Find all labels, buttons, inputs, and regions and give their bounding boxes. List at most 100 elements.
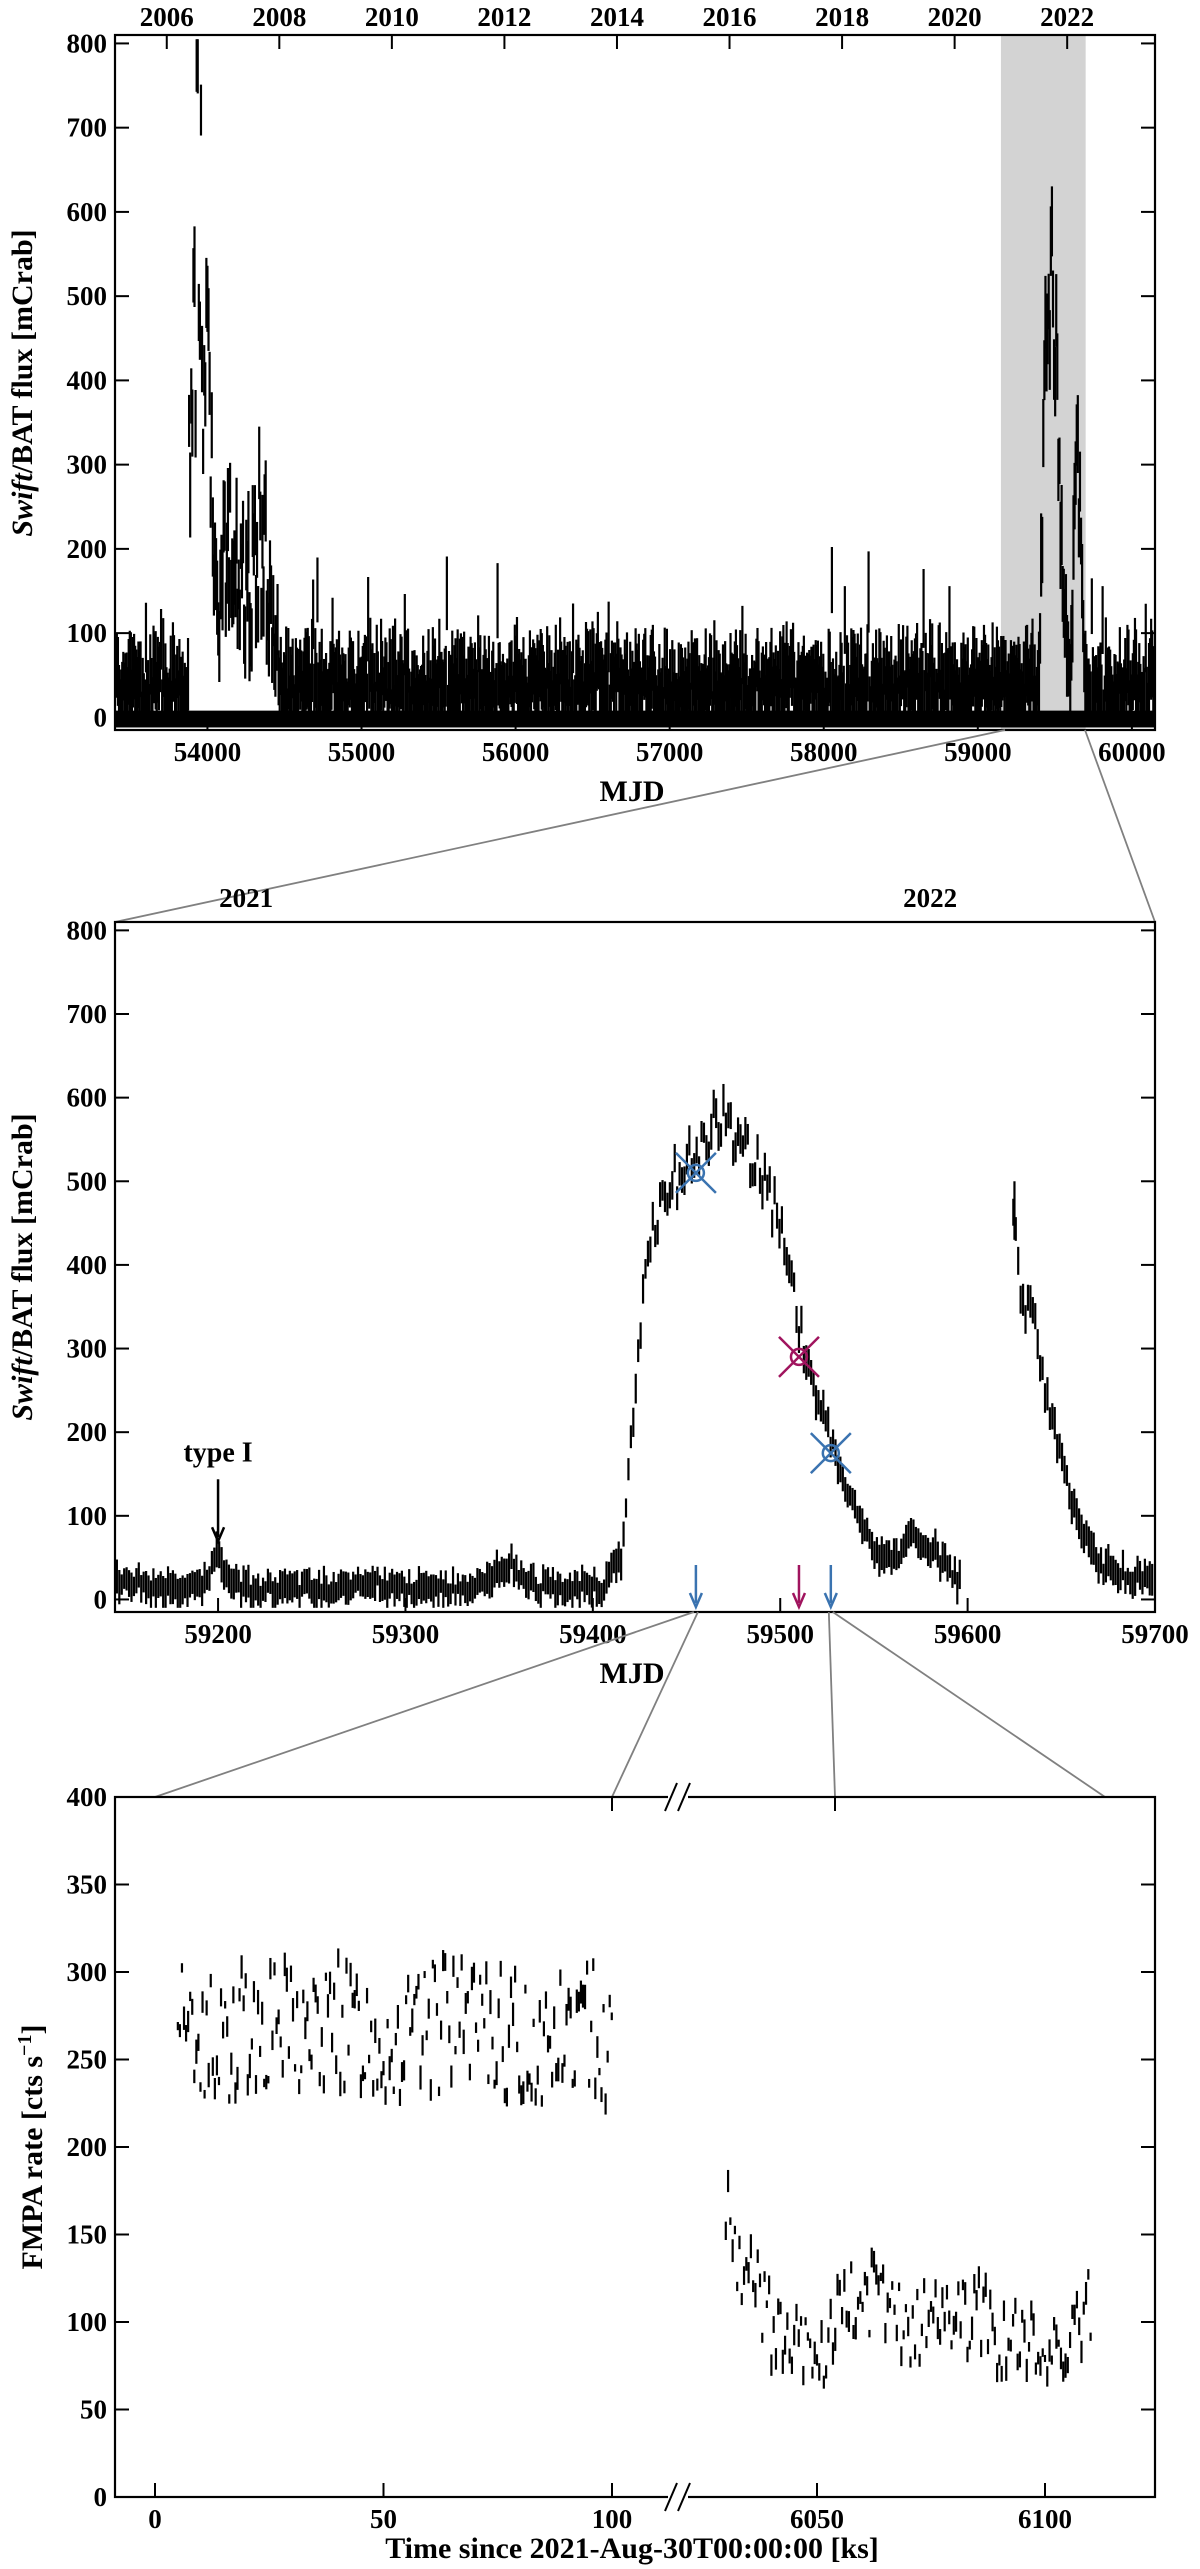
y-tick-label: 350 (67, 1870, 108, 1900)
y-tick-label: 300 (67, 450, 108, 480)
bottom-x-axis: 0 50 100 6050 6100 (148, 2483, 1072, 2534)
top-x-axis-title: MJD (600, 775, 665, 808)
x-tick-label: 6050 (790, 2504, 844, 2534)
y-tick-label: 600 (67, 1083, 108, 1113)
y-tick-label: 500 (67, 281, 108, 311)
y-tick-label: 200 (67, 1417, 108, 1447)
top-lightcurve (114, 39, 1155, 728)
highlight-marker (778, 1336, 820, 1378)
zoom-line-top-left (114, 729, 1006, 923)
epoch-arrow-head (823, 1592, 838, 1611)
zoom-lines-middle-bottom (154, 1611, 1106, 1811)
bottom-x-axis-title: Time since 2021-Aug-30T00:00:00 [ks] (385, 2532, 879, 2565)
y-tick-label: 700 (67, 999, 108, 1029)
bottom-frame (113, 1795, 1157, 2499)
middle-y-axis: 0 100 200 300 400 500 600 700 800 (67, 915, 1155, 1614)
x-tick-label: 0 (148, 2504, 162, 2534)
y-tick-label: 400 (67, 1250, 108, 1280)
x-tick-label: 57000 (636, 737, 704, 767)
x-tick-label: 6100 (1018, 2504, 1072, 2534)
year-tick-label: 2006 (140, 2, 194, 32)
year-tick-label: 2014 (590, 2, 644, 32)
bottom-y-axis: 0 50 100 150 200 250 300 350 400 (67, 1782, 1155, 2512)
middle-markers (675, 1152, 852, 1474)
y-tick-label: 100 (67, 2307, 108, 2337)
middle-arrows (688, 1565, 838, 1611)
y-tick-label: 50 (80, 2395, 107, 2425)
x-tick-label: 59700 (1121, 1619, 1189, 1649)
highlight-marker (675, 1152, 717, 1194)
year-label: 2021 (219, 883, 273, 913)
y-tick-label: 300 (67, 1334, 108, 1364)
break-slash (677, 2482, 691, 2512)
year-tick-label: 2016 (703, 2, 757, 32)
y-tick-label: 250 (67, 2045, 108, 2075)
bottom-y-axis-title-a: FMP (16, 2205, 49, 2270)
zoom-line-top-right (1084, 729, 1156, 923)
top-y-axis: 0 100 200 300 400 500 600 700 800 (67, 28, 1155, 732)
y-tick-label: 800 (67, 28, 108, 58)
x-tick-label: 50 (370, 2504, 397, 2534)
zoom-line (827, 1611, 836, 1798)
type-i-annotation: type I (183, 1437, 253, 1545)
y-tick-label: 0 (94, 1584, 108, 1614)
year-tick-label: 2008 (252, 2, 306, 32)
year-tick-label: 2020 (928, 2, 982, 32)
zoom-line (154, 1611, 695, 1798)
bottom-rate-points (176, 1948, 1092, 2389)
x-tick-label: 54000 (174, 737, 242, 767)
x-tick-label: 59500 (746, 1619, 814, 1649)
x-tick-label: 59300 (372, 1619, 440, 1649)
year-tick-label: 2018 (815, 2, 869, 32)
top-baseline-band (115, 710, 1155, 728)
bottom-y-axis-title: FMPA rate [cts s−1] (14, 2025, 49, 2270)
panel-bottom: 0 50 100 6050 6100 050100150200250300350400 … (14, 1782, 1157, 2565)
top-x-axis: 54000 55000 56000 57000 58000 59000 60000 (174, 716, 1166, 767)
x-tick-label: 56000 (482, 737, 550, 767)
y-tick-label: 400 (67, 1782, 108, 1812)
middle-x-axis-title: MJD (600, 1657, 665, 1690)
middle-year-labels: 2021 2022 (219, 883, 957, 913)
highlight-marker (821, 1443, 841, 1463)
type-i-label: type I (183, 1437, 252, 1468)
middle-frame (113, 920, 1157, 1614)
y-tick-label: 700 (67, 113, 108, 143)
middle-y-axis-title-italic: Swift (6, 1356, 39, 1421)
top-y-axis-title-italic: Swift (6, 472, 39, 537)
highlight-marker (686, 1163, 706, 1183)
y-tick-label: 600 (67, 197, 108, 227)
y-tick-label: 200 (67, 534, 108, 564)
x-tick-label: 59200 (184, 1619, 252, 1649)
highlight-marker (789, 1347, 809, 1367)
axis-break-marks (664, 1782, 691, 2512)
middle-x-axis: 59200 59300 59400 59500 59600 59700 (184, 1598, 1189, 1649)
panel-middle: 59200 59300 59400 59500 59600 59700 0 100 200 30… (6, 883, 1189, 1690)
x-tick-label: 59600 (934, 1619, 1002, 1649)
x-tick-label: 59000 (944, 737, 1012, 767)
epoch-arrow-head (688, 1592, 704, 1611)
x-tick-label: 58000 (790, 737, 858, 767)
y-tick-label: 100 (67, 1501, 108, 1531)
top-y-axis-title: Swift/BAT flux [mCrab] (6, 229, 39, 536)
zoom-line (611, 1611, 699, 1798)
y-tick-label: 150 (67, 2220, 108, 2250)
y-tick-label: 300 (67, 1957, 108, 1987)
year-tick-label: 2012 (477, 2, 531, 32)
bottom-y-axis-title-c: ] (16, 2025, 49, 2035)
top-frame (113, 33, 1157, 732)
middle-lightcurve (115, 1083, 1154, 1608)
x-tick-label: 100 (592, 2504, 633, 2534)
y-tick-label: 0 (94, 702, 108, 732)
y-tick-label: 500 (67, 1166, 108, 1196)
highlight-marker (809, 1432, 852, 1474)
epoch-arrow-head (791, 1592, 807, 1611)
year-tick-label: 2010 (365, 2, 419, 32)
year-label: 2022 (903, 883, 957, 913)
top-year-axis: 2006 2008 2010 2012 2014 2016 2018 2020 2022 (140, 2, 1094, 49)
y-tick-label: 0 (94, 2482, 108, 2512)
bottom-y-axis-title-b: A rate [cts s (16, 2056, 49, 2207)
x-tick-label: 60000 (1098, 737, 1166, 767)
y-tick-label: 100 (67, 618, 108, 648)
bottom-y-axis-title-exp: −1 (14, 2035, 36, 2056)
